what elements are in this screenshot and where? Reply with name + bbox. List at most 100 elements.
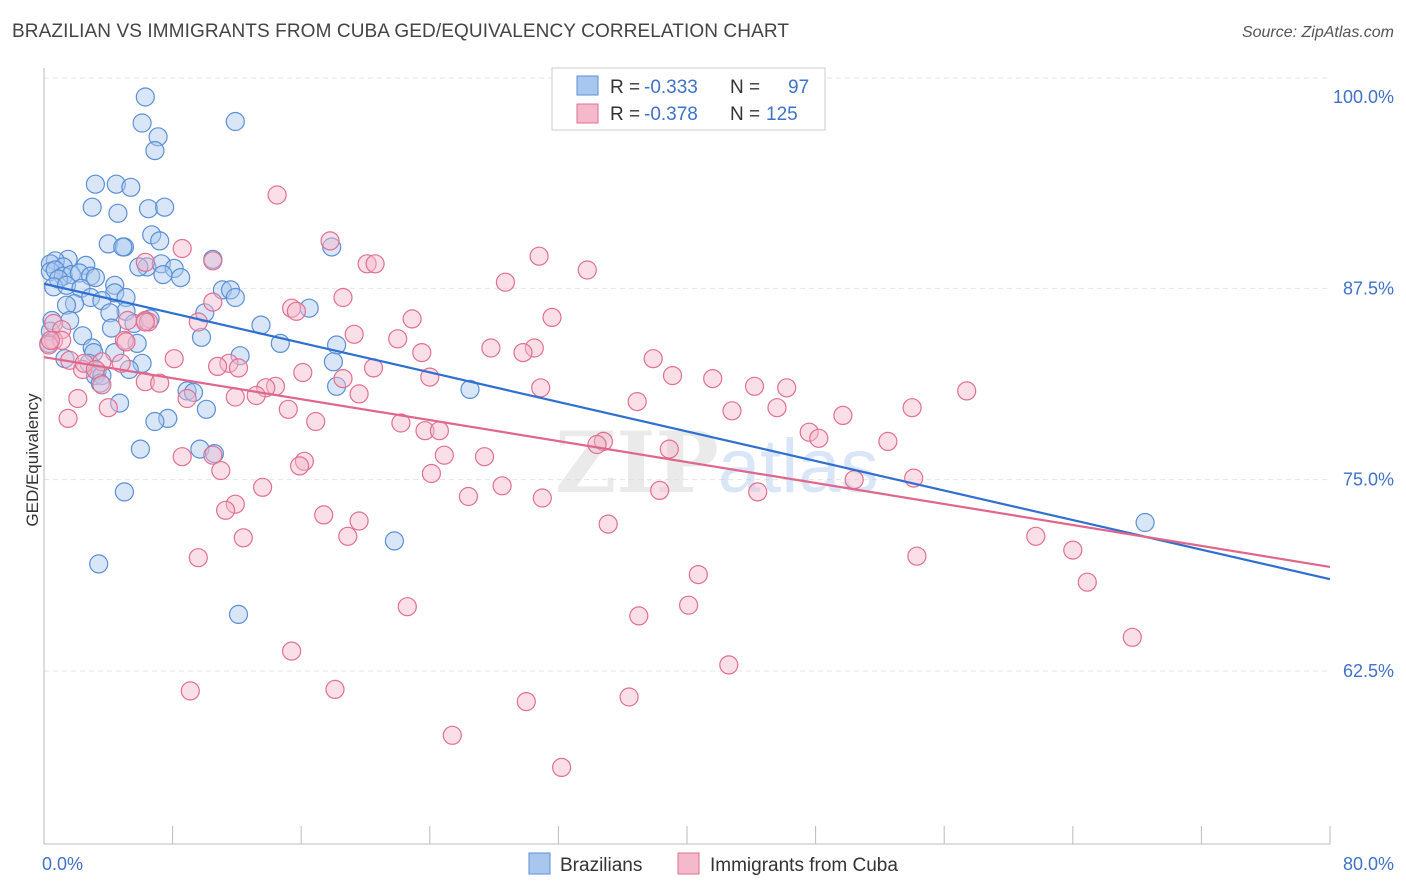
cuba-point-58: [225, 387, 245, 407]
brazilians-trend-line: [43, 282, 1331, 581]
legend-r-label-2: R =: [610, 104, 640, 125]
brazilians-point-41: [105, 275, 125, 295]
x-tick-label-max: 80.0%: [1343, 854, 1394, 874]
cuba-point-78: [809, 428, 829, 448]
cuba-point-104: [1026, 526, 1046, 546]
cuba-point-80: [659, 439, 679, 459]
brazilians-point-85: [109, 393, 130, 413]
brazilians-point-0: [135, 87, 155, 107]
series-legend-swatch-cuba: [677, 852, 700, 875]
cuba-point-19: [188, 312, 208, 332]
cuba-point-8: [135, 252, 155, 272]
brazilians-point-32: [69, 263, 90, 283]
legend-n-value-1: 97: [788, 77, 809, 98]
legend-swatch-brazilians: [576, 75, 599, 96]
cuba-point-42: [208, 356, 228, 376]
cuba-point-33: [219, 353, 239, 373]
brazilians-point-16: [113, 237, 133, 257]
series-brazilians-points: [39, 87, 1155, 625]
x-ticks: [43, 826, 1331, 844]
cuba-point-83: [434, 445, 454, 465]
brazilians-point-13: [150, 231, 170, 251]
cuba-trend-line: [43, 356, 1331, 569]
cuba-point-65: [833, 405, 853, 425]
cuba-point-50: [703, 369, 723, 389]
x-tick-label-min: 0.0%: [42, 854, 83, 874]
brazilians-point-14: [98, 234, 118, 254]
cuba-point-39: [643, 349, 663, 369]
cuba-point-99: [314, 505, 334, 525]
cuba-point-111: [678, 595, 699, 615]
legend-n-label-2: N =: [730, 104, 760, 125]
cuba-point-113: [1122, 627, 1142, 647]
cuba-point-117: [325, 679, 345, 700]
cuba-point-101: [598, 514, 618, 534]
cuba-point-1: [320, 231, 340, 251]
cuba-point-10: [333, 287, 353, 308]
cuba-point-44: [293, 362, 313, 383]
cuba-point-31: [412, 343, 432, 363]
cuba-point-64: [767, 398, 787, 418]
cuba-point-46: [333, 369, 353, 389]
cuba-point-2: [172, 238, 192, 259]
cuba-point-13: [286, 301, 306, 321]
cuba-point-71: [306, 411, 326, 432]
cuba-point-116: [180, 681, 200, 701]
cuba-point-115: [282, 641, 302, 661]
cuba-point-0: [267, 185, 287, 205]
cuba-point-103: [233, 528, 253, 548]
y-axis-label: GED/Equivalency: [23, 393, 42, 527]
cuba-point-91: [253, 477, 273, 497]
cuba-point-107: [188, 548, 208, 568]
cuba-point-5: [357, 254, 377, 274]
cuba-point-47: [662, 366, 683, 386]
cuba-point-37: [228, 358, 249, 378]
legend-r-value-2: -0.378: [644, 104, 698, 125]
brazilians-point-53: [100, 303, 120, 323]
brazilians-point-61: [101, 318, 122, 338]
cuba-point-88: [421, 463, 441, 484]
cuba-point-67: [957, 381, 977, 401]
brazilians-point-86: [196, 399, 216, 419]
cuba-point-56: [531, 378, 551, 398]
cuba-point-53: [92, 375, 112, 395]
cuba-point-84: [474, 447, 495, 467]
legend-n-label-1: N =: [730, 77, 760, 98]
brazilians-point-11: [155, 197, 175, 217]
cuba-point-124: [116, 332, 136, 352]
brazilians-point-83: [177, 381, 197, 401]
cuba-point-123: [135, 312, 155, 332]
cuba-point-87: [211, 460, 231, 481]
cuba-point-17: [117, 310, 138, 331]
brazilians-point-75: [323, 352, 343, 372]
cuba-point-7: [365, 254, 385, 274]
brazilians-point-4: [145, 141, 165, 161]
brazilians-point-49: [56, 295, 77, 315]
brazilians-point-1: [132, 113, 152, 133]
brazilians-point-47: [225, 287, 245, 308]
brazilians-point-94: [384, 531, 404, 551]
cuba-point-14: [402, 309, 422, 329]
cuba-point-122: [40, 330, 61, 350]
cuba-point-32: [164, 349, 184, 369]
cuba-point-15: [542, 307, 562, 327]
cuba-point-102: [338, 526, 358, 546]
cuba-point-89: [844, 470, 864, 490]
y-tick-labels: 62.5% 75.0% 87.5% 100.0%: [1333, 87, 1394, 681]
y-tick-label-2: 87.5%: [1343, 278, 1394, 298]
brazilians-point-6: [106, 174, 126, 194]
cuba-point-114: [719, 655, 739, 675]
cuba-point-98: [216, 500, 236, 520]
brazilians-point-96: [228, 604, 249, 625]
cuba-point-22: [344, 324, 364, 344]
brazilians-point-5: [85, 174, 106, 194]
cuba-point-62: [627, 392, 647, 412]
cuba-point-68: [278, 399, 298, 419]
cuba-point-3: [529, 246, 549, 266]
brazilians-point-10: [138, 199, 159, 219]
cuba-point-70: [58, 408, 78, 428]
series-legend: Brazilians Immigrants from Cuba: [528, 852, 898, 876]
cuba-point-4: [577, 260, 597, 280]
cuba-point-49: [150, 373, 170, 393]
cuba-point-30: [513, 343, 533, 363]
